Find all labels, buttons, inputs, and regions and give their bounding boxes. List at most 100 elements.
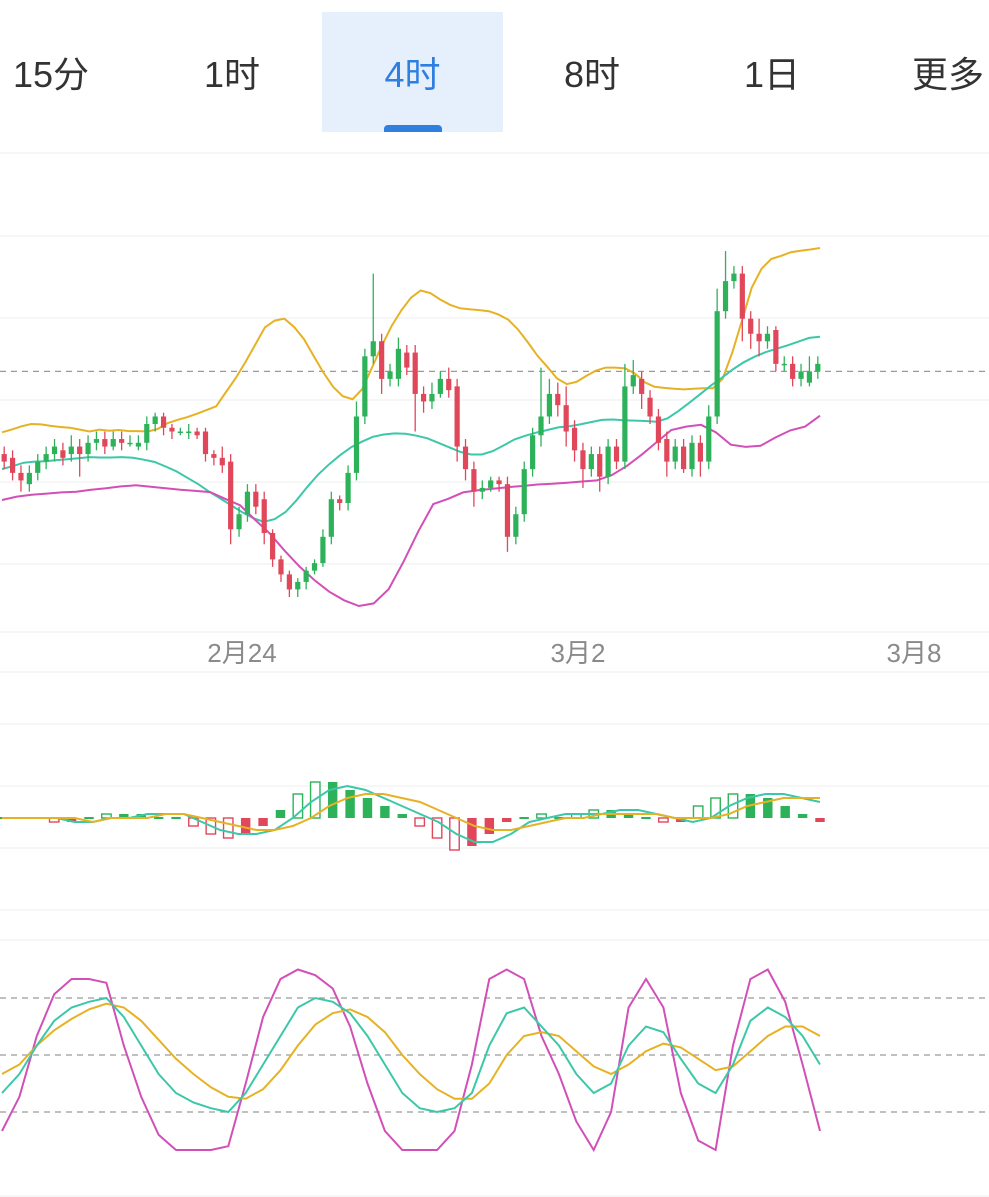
period-tabs: 15分 1时 4时 8时 1日 更多 <box>0 0 989 132</box>
candle-down <box>420 393 427 402</box>
candle-up <box>127 442 133 445</box>
candle-up <box>798 371 804 379</box>
macd-bar <box>119 814 129 818</box>
candle-up <box>295 581 301 590</box>
kdj-k-line <box>1 996 821 1114</box>
macd-bar <box>397 814 408 818</box>
candle-down <box>404 352 410 368</box>
macd-bar <box>763 798 773 818</box>
tab-4h[interactable]: 4时 <box>322 12 503 132</box>
macd-bar <box>240 818 251 834</box>
macd-bar <box>414 817 426 827</box>
macd-bar <box>101 813 112 819</box>
candle-down <box>697 442 703 462</box>
macd-bar <box>467 818 477 846</box>
x-tick-label: 2月24 <box>207 638 276 668</box>
candle-up <box>320 536 326 564</box>
macd-bar <box>554 817 564 819</box>
candle-up <box>479 487 485 492</box>
macd-dif-line <box>2 784 821 843</box>
candle-down <box>261 499 267 534</box>
macd-bar <box>710 797 721 819</box>
macd-bar <box>692 805 704 819</box>
candle-up <box>689 442 695 470</box>
candle-down <box>18 472 24 481</box>
boll-upper-line <box>1 247 821 434</box>
candle-down <box>60 450 66 458</box>
macd-bar <box>502 818 512 822</box>
macd-bar <box>519 817 529 819</box>
kdj-j-line <box>1 968 821 1153</box>
macd-bar <box>345 790 355 818</box>
kdj-d-line <box>1 1002 821 1100</box>
macd-bar <box>797 814 808 818</box>
macd-bar <box>153 817 164 819</box>
candle-up <box>186 431 192 434</box>
candle-up <box>353 416 360 473</box>
macd-bar <box>380 806 390 818</box>
candle-down <box>9 457 16 473</box>
macd-bar <box>657 817 669 823</box>
active-tab-indicator <box>383 125 442 132</box>
candle-down <box>337 499 343 503</box>
candle-up <box>26 472 32 485</box>
candle-down <box>563 405 569 432</box>
bollinger-bands <box>1 247 821 608</box>
tab-1d[interactable]: 1日 <box>712 12 832 132</box>
candle-up <box>815 363 821 372</box>
candle-up <box>806 371 813 383</box>
macd-bar <box>258 818 268 826</box>
kdj-panel <box>0 968 989 1153</box>
candle-up <box>781 363 787 366</box>
tab-4h-label: 4时 <box>384 54 441 95</box>
candle-up <box>672 446 678 462</box>
macd-bar <box>431 817 443 839</box>
candle-down <box>169 427 175 432</box>
candle-up <box>345 472 351 503</box>
candle-down <box>77 446 83 455</box>
tab-1h[interactable]: 1时 <box>172 12 292 132</box>
candle-down <box>496 480 502 485</box>
grid-lines <box>0 152 989 1197</box>
macd-bar <box>275 810 286 818</box>
candle-up <box>714 311 720 417</box>
candle-up <box>370 341 376 357</box>
candle-down <box>446 378 452 391</box>
macd-bar <box>641 817 651 819</box>
candle-down <box>555 393 561 406</box>
candle-up <box>152 416 158 424</box>
candle-up <box>395 348 402 379</box>
candle-down <box>773 330 779 364</box>
macd-bar <box>623 814 634 818</box>
tab-8h-label: 8时 <box>563 54 621 95</box>
candle-up <box>311 563 318 571</box>
tab-more-label: 更多 <box>912 54 985 95</box>
candle-down <box>119 439 125 443</box>
candle-down <box>462 446 469 470</box>
candle-up <box>387 371 393 379</box>
candle-down <box>228 461 234 530</box>
candle-down <box>613 446 620 462</box>
macd-bar <box>84 817 94 819</box>
macd-bar <box>780 806 790 818</box>
candle-up <box>236 514 242 530</box>
macd-panel <box>0 781 825 851</box>
x-tick-label: 3月2 <box>551 638 606 668</box>
candle-up <box>513 514 519 537</box>
macd-bar <box>815 818 825 822</box>
boll-lower-line <box>1 414 821 608</box>
tab-8h[interactable]: 8时 <box>532 12 652 132</box>
candle-down <box>211 454 217 458</box>
candle-up <box>429 393 435 402</box>
candlesticks <box>1 251 821 597</box>
candle-up <box>244 491 251 515</box>
tab-more[interactable]: 更多 <box>912 12 989 132</box>
candle-down <box>253 491 259 507</box>
tab-15min[interactable]: 15分 <box>0 12 106 132</box>
candle-up <box>328 499 334 537</box>
macd-dea-line <box>2 793 820 831</box>
candle-up <box>630 375 636 387</box>
candle-up <box>622 386 628 462</box>
macd-bar <box>362 798 373 818</box>
